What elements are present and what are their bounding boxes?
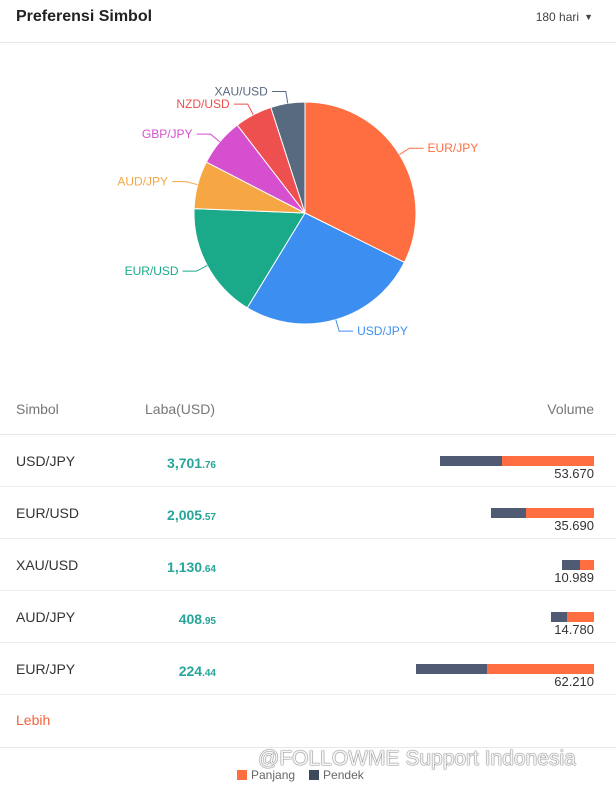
pie-svg: EUR/JPY USD/JPY EUR/USD AUD/JPY GBP/JPY NZD/U…: [117, 84, 479, 338]
long-segment: [579, 560, 594, 570]
caret-down-icon: ▼: [584, 12, 593, 22]
short-segment: [551, 612, 568, 622]
slice-label: EUR/JPY: [428, 141, 479, 155]
more-link[interactable]: Lebih: [16, 712, 51, 728]
profit-integer: 2,005: [167, 507, 203, 523]
table-row[interactable]: EUR/USD 2,005.57 35.690: [0, 487, 616, 539]
legend-long[interactable]: Panjang: [237, 768, 295, 782]
long-segment: [567, 612, 594, 622]
slice-label: AUD/JPY: [117, 175, 168, 189]
label-line: [196, 133, 221, 143]
profit-decimal: .76: [202, 460, 216, 471]
panel-title: Preferensi Simbol: [16, 8, 153, 25]
table-row[interactable]: XAU/USD 1,130.64 10.989: [0, 539, 616, 591]
label-line: [271, 90, 289, 104]
short-segment: [416, 664, 488, 674]
row-profit: 408.95: [179, 611, 216, 627]
header-profit: Laba(USD): [145, 401, 216, 417]
profit-integer: 1,130: [167, 559, 203, 575]
profit-decimal: .44: [202, 668, 216, 679]
label-line: [182, 265, 208, 272]
volume-bar: [416, 664, 594, 674]
row-volume: 53.670: [554, 466, 594, 481]
footer-divider: [0, 747, 616, 748]
volume-bar: [440, 456, 594, 466]
header-symbol: Simbol: [16, 401, 59, 417]
legend-short[interactable]: Pendek: [309, 768, 364, 782]
profit-decimal: .95: [202, 616, 216, 627]
slice-label: USD/JPY: [357, 324, 408, 338]
row-volume: 14.780: [554, 622, 594, 637]
row-symbol: EUR/JPY: [16, 661, 76, 677]
pie-slice-eur-usd[interactable]: [193, 208, 306, 309]
slice-label: GBP/JPY: [142, 127, 193, 141]
row-volume: 62.210: [554, 674, 594, 689]
volume-bar: [551, 612, 594, 622]
short-segment: [562, 560, 580, 570]
long-segment: [487, 664, 594, 674]
profit-integer: 224: [178, 663, 203, 679]
row-volume: 35.690: [554, 518, 594, 533]
legend-short-label: Pendek: [323, 768, 364, 782]
table-row[interactable]: AUD/JPY 408.95 14.780: [0, 591, 616, 643]
slice-label: NZD/USD: [176, 97, 230, 111]
table-header: Simbol Laba(USD) Volume: [0, 392, 616, 435]
legend-long-label: Panjang: [251, 768, 296, 782]
row-symbol: USD/JPY: [16, 453, 76, 469]
profit-integer: 408: [178, 611, 203, 627]
slice-label: EUR/USD: [125, 264, 179, 278]
row-symbol: XAU/USD: [16, 557, 79, 573]
label-line: [233, 103, 254, 116]
table-row[interactable]: EUR/JPY 224.44 62.210: [0, 643, 616, 695]
long-segment: [526, 508, 594, 518]
volume-bar: [491, 508, 594, 518]
row-profit: 1,130.64: [167, 559, 216, 575]
volume-legend: Panjang Pendek: [237, 768, 364, 782]
slice-label: XAU/USD: [215, 84, 269, 98]
long-swatch: [237, 770, 247, 780]
row-profit: 2,005.57: [167, 507, 216, 523]
table-row[interactable]: USD/JPY 3,701.76 53.670: [0, 435, 616, 487]
long-segment: [501, 456, 594, 466]
profit-decimal: .64: [202, 564, 216, 575]
row-symbol: AUD/JPY: [16, 609, 76, 625]
watermark-text: @FOLLOWME Support Indonesia: [258, 747, 576, 770]
profit-integer: 3,701: [167, 455, 203, 471]
volume-bar: [562, 560, 594, 570]
symbol-pie-chart: EUR/JPY USD/JPY EUR/USD AUD/JPY GBP/JPY NZD/U…: [0, 43, 616, 383]
short-segment: [491, 508, 527, 518]
row-profit: 3,701.76: [167, 455, 216, 471]
row-volume: 10.989: [554, 570, 594, 585]
short-swatch: [309, 770, 320, 780]
row-symbol: EUR/USD: [16, 505, 80, 521]
period-dropdown[interactable]: 180 hari ▼: [536, 10, 593, 24]
panel-header: Preferensi Simbol 180 hari ▼: [0, 0, 616, 43]
profit-decimal: .57: [202, 512, 216, 523]
period-label: 180 hari: [535, 10, 580, 24]
row-profit: 224.44: [179, 663, 216, 679]
label-line: [172, 181, 198, 186]
short-segment: [440, 456, 502, 466]
label-line: [335, 319, 354, 332]
header-volume: Volume: [547, 401, 594, 417]
pie-slice-usd-jpy[interactable]: [246, 212, 406, 325]
label-line: [399, 147, 424, 155]
